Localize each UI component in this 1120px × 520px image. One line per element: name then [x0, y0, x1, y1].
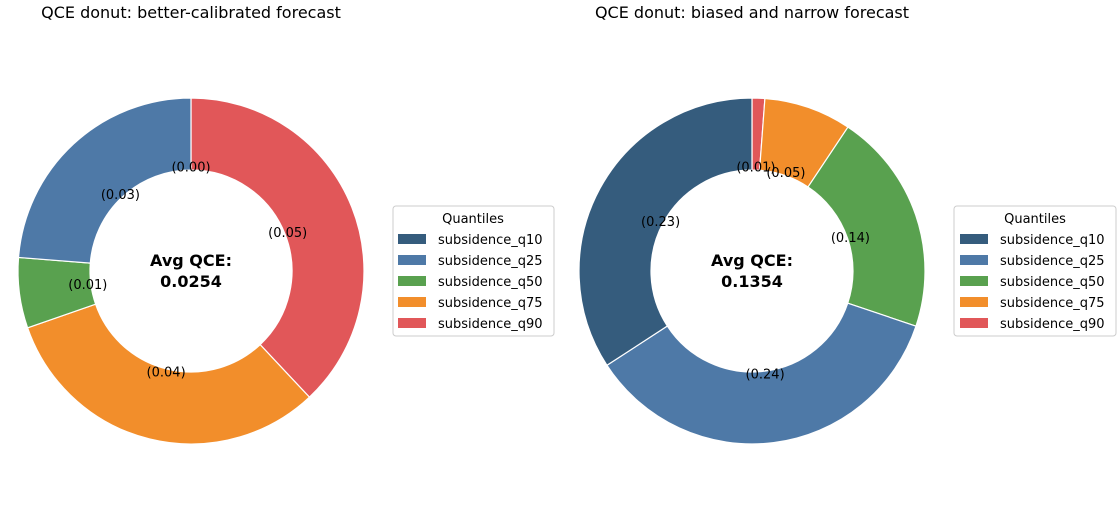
legend-swatch-subsidence_q50 — [960, 276, 988, 286]
legend-label-subsidence_q90: subsidence_q90 — [1000, 317, 1105, 332]
legend-label-subsidence_q25: subsidence_q25 — [438, 254, 543, 269]
legend-label-subsidence_q10: subsidence_q10 — [438, 233, 543, 248]
legend-swatch-subsidence_q75 — [960, 297, 988, 307]
chart-title: QCE donut: better-calibrated forecast — [41, 3, 341, 22]
legend-title: Quantiles — [1004, 212, 1066, 227]
legend-frame — [392, 205, 555, 337]
slice-label-subsidence_q90: (0.01) — [736, 161, 775, 176]
legend-title: Quantiles — [442, 212, 504, 227]
donut-slice-subsidence_q25 — [606, 302, 917, 445]
donut-slice-subsidence_q50 — [807, 126, 926, 327]
donut-slice-subsidence_q75 — [26, 303, 311, 445]
legend-frame — [953, 205, 1117, 337]
center-label-title: Avg QCE: — [711, 251, 793, 270]
center-label-title: Avg QCE: — [150, 251, 232, 270]
legend-swatch-subsidence_q50 — [398, 276, 426, 286]
donut-slice-subsidence_q25 — [17, 97, 192, 264]
slice-label-subsidence_q50: (0.01) — [68, 278, 107, 293]
slice-label-subsidence_q10: (0.23) — [641, 215, 680, 230]
slice-label-subsidence_q25: (0.03) — [101, 188, 140, 203]
legend-swatch-subsidence_q25 — [960, 255, 988, 265]
chart-title: QCE donut: biased and narrow forecast — [595, 3, 909, 22]
chart-panel-calibrated: QCE donut: better-calibrated forecast (0… — [17, 3, 555, 445]
legend-items: subsidence_q10 subsidence_q25 subsidence_q… — [960, 233, 1105, 332]
slice-label-subsidence_q75: (0.05) — [766, 166, 805, 181]
slice-label-subsidence_q10: (0.00) — [171, 161, 210, 176]
donut-slice-subsidence_q10 — [578, 97, 753, 367]
center-label-value: 0.1354 — [721, 272, 783, 291]
center-label-value: 0.0254 — [160, 272, 222, 291]
chart-panel-biased: QCE donut: biased and narrow forecast (0… — [578, 3, 1117, 445]
legend-label-subsidence_q50: subsidence_q50 — [1000, 275, 1105, 290]
legend-swatch-subsidence_q10 — [398, 234, 426, 244]
legend-items: subsidence_q10 subsidence_q25 subsidence_q… — [398, 233, 543, 332]
donut-slices — [578, 97, 926, 445]
legend-label-subsidence_q10: subsidence_q10 — [1000, 233, 1105, 248]
legend-swatch-subsidence_q10 — [960, 234, 988, 244]
slice-labels: (0.05) (0.04) (0.01) (0.03) (0.00) — [68, 161, 307, 381]
legend-swatch-subsidence_q90 — [960, 318, 988, 328]
legend: Quantiles subsidence_q10subsidence_q25su… — [953, 205, 1117, 337]
donut-slices — [17, 97, 365, 445]
legend-label-subsidence_q75: subsidence_q75 — [438, 296, 543, 311]
legend-swatch-subsidence_q90 — [398, 318, 426, 328]
slice-label-subsidence_q75: (0.04) — [147, 366, 186, 381]
legend-swatch-subsidence_q75 — [398, 297, 426, 307]
slice-label-subsidence_q25: (0.24) — [746, 368, 785, 383]
slice-label-subsidence_q50: (0.14) — [831, 231, 870, 246]
legend: Quantiles subsidence_q10subsidence_q25su… — [392, 205, 555, 337]
legend-swatch-subsidence_q25 — [398, 255, 426, 265]
legend-label-subsidence_q75: subsidence_q75 — [1000, 296, 1105, 311]
legend-label-subsidence_q90: subsidence_q90 — [438, 317, 543, 332]
donut-slice-subsidence_q90 — [190, 97, 365, 398]
legend-label-subsidence_q50: subsidence_q50 — [438, 275, 543, 290]
slice-label-subsidence_q90: (0.05) — [268, 226, 307, 241]
legend-label-subsidence_q25: subsidence_q25 — [1000, 254, 1105, 269]
slice-labels: (0.01)(0.05) (0.14) (0.24) (0.23) — [641, 161, 870, 383]
